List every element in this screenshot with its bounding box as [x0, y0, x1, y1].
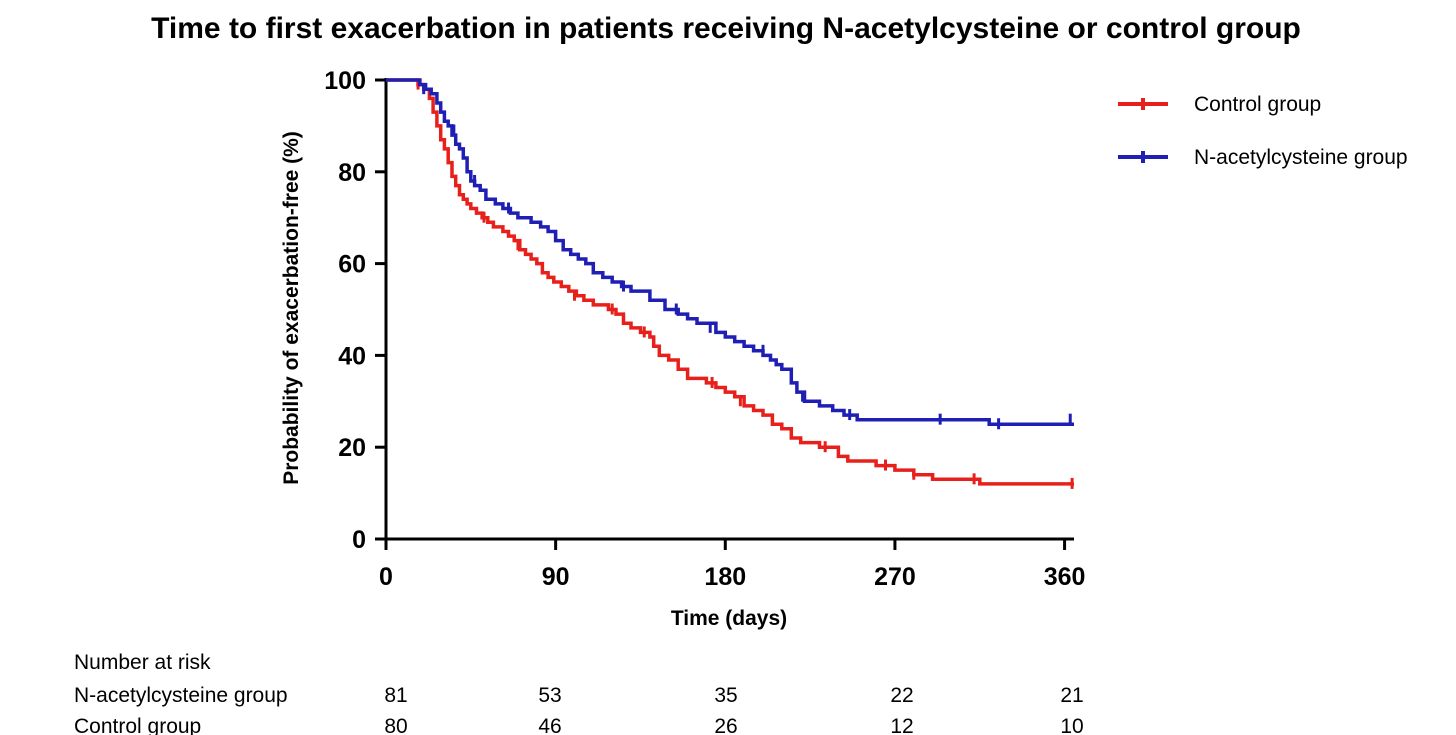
x-ticks: 0 90 180 270 360	[379, 539, 1085, 591]
legend-label-control: Control group	[1194, 93, 1321, 116]
x-tick-label: 0	[379, 563, 393, 591]
series-layer	[386, 78, 1074, 489]
y-tick-label: 60	[338, 251, 366, 279]
risk-count: 80	[384, 715, 407, 735]
chart-title: Time to first exacerbation in patients r…	[151, 12, 1301, 45]
risk-count: 21	[1060, 684, 1083, 707]
y-tick-label: 40	[338, 342, 366, 370]
y-axis-title: Probability of exacerbation-free (%)	[280, 131, 303, 485]
x-tick-label: 270	[874, 563, 916, 591]
risk-row-label-nac: N-acetylcysteine group	[74, 684, 288, 707]
risk-count: 53	[538, 684, 561, 707]
y-ticks: 0 20 40 60 80 100	[324, 67, 386, 554]
series-line-nac	[386, 78, 1074, 427]
legend-item-nac: N-acetylcysteine group	[1118, 146, 1408, 169]
risk-table-heading: Number at risk	[74, 651, 211, 674]
risk-table: Number at risk N-acetylcysteine group Co…	[74, 651, 1084, 735]
legend-label-nac: N-acetylcysteine group	[1194, 146, 1408, 169]
risk-count: 10	[1060, 715, 1083, 735]
risk-count: 22	[890, 684, 913, 707]
x-tick-label: 180	[704, 563, 746, 591]
axes	[384, 78, 1074, 541]
legend: Control group N-acetylcysteine group	[1118, 93, 1408, 169]
series-line-control	[386, 78, 1074, 486]
x-tick-label: 90	[542, 563, 570, 591]
risk-count: 26	[714, 715, 737, 735]
x-axis-title: Time (days)	[671, 607, 787, 630]
risk-count: 35	[714, 684, 737, 707]
risk-count: 81	[384, 684, 407, 707]
x-tick-label: 360	[1044, 563, 1086, 591]
legend-item-control: Control group	[1118, 93, 1321, 116]
risk-row-label-control: Control group	[74, 715, 201, 735]
y-tick-label: 20	[338, 434, 366, 462]
y-tick-label: 80	[338, 159, 366, 187]
y-tick-label: 0	[352, 526, 366, 554]
risk-count: 46	[538, 715, 561, 735]
y-tick-label: 100	[324, 67, 366, 95]
risk-counts: 81 53 35 22 21 80 46 26 12 10	[384, 684, 1083, 735]
risk-count: 12	[890, 715, 913, 735]
